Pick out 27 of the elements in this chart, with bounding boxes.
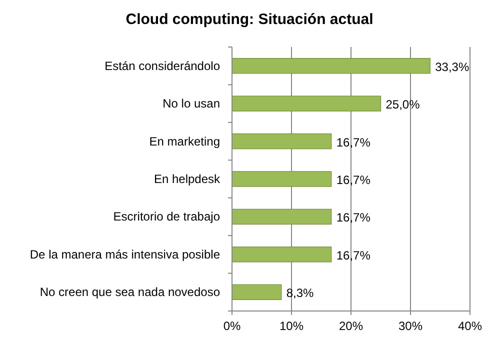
- y-tick-label: No lo usan: [162, 96, 220, 111]
- data-label: 8,3%: [286, 286, 314, 300]
- y-tick-label: Están considerándolo: [104, 58, 220, 73]
- data-label: 16,7%: [336, 173, 371, 187]
- y-tick-label: No creen que sea nada novedoso: [40, 285, 220, 300]
- y-tick-label: En helpdesk: [154, 172, 221, 186]
- x-tick-label: 0%: [223, 319, 241, 333]
- x-tick-label: 30%: [398, 319, 423, 333]
- bar: [232, 171, 332, 187]
- y-tick-label: En marketing: [149, 134, 220, 148]
- bar: [232, 58, 430, 74]
- data-label: 33,3%: [435, 60, 470, 74]
- y-tick-label: Escritorio de trabajo: [113, 210, 220, 224]
- bar: [232, 284, 282, 300]
- y-tick-label: De la manera más intensiva posible: [30, 247, 220, 262]
- bar: [232, 133, 332, 150]
- data-label: 16,7%: [336, 248, 371, 262]
- data-label: 16,7%: [336, 210, 371, 225]
- bar: [232, 246, 332, 262]
- x-tick-label: 10%: [279, 319, 304, 333]
- data-label: 25,0%: [386, 98, 420, 112]
- data-label: 16,7%: [336, 135, 371, 150]
- chart-title: Cloud computing: Situación actual: [126, 11, 374, 28]
- bar: [232, 208, 332, 225]
- bar: [232, 96, 382, 112]
- x-tick-label: 40%: [458, 319, 482, 333]
- x-tick-label: 20%: [338, 319, 364, 333]
